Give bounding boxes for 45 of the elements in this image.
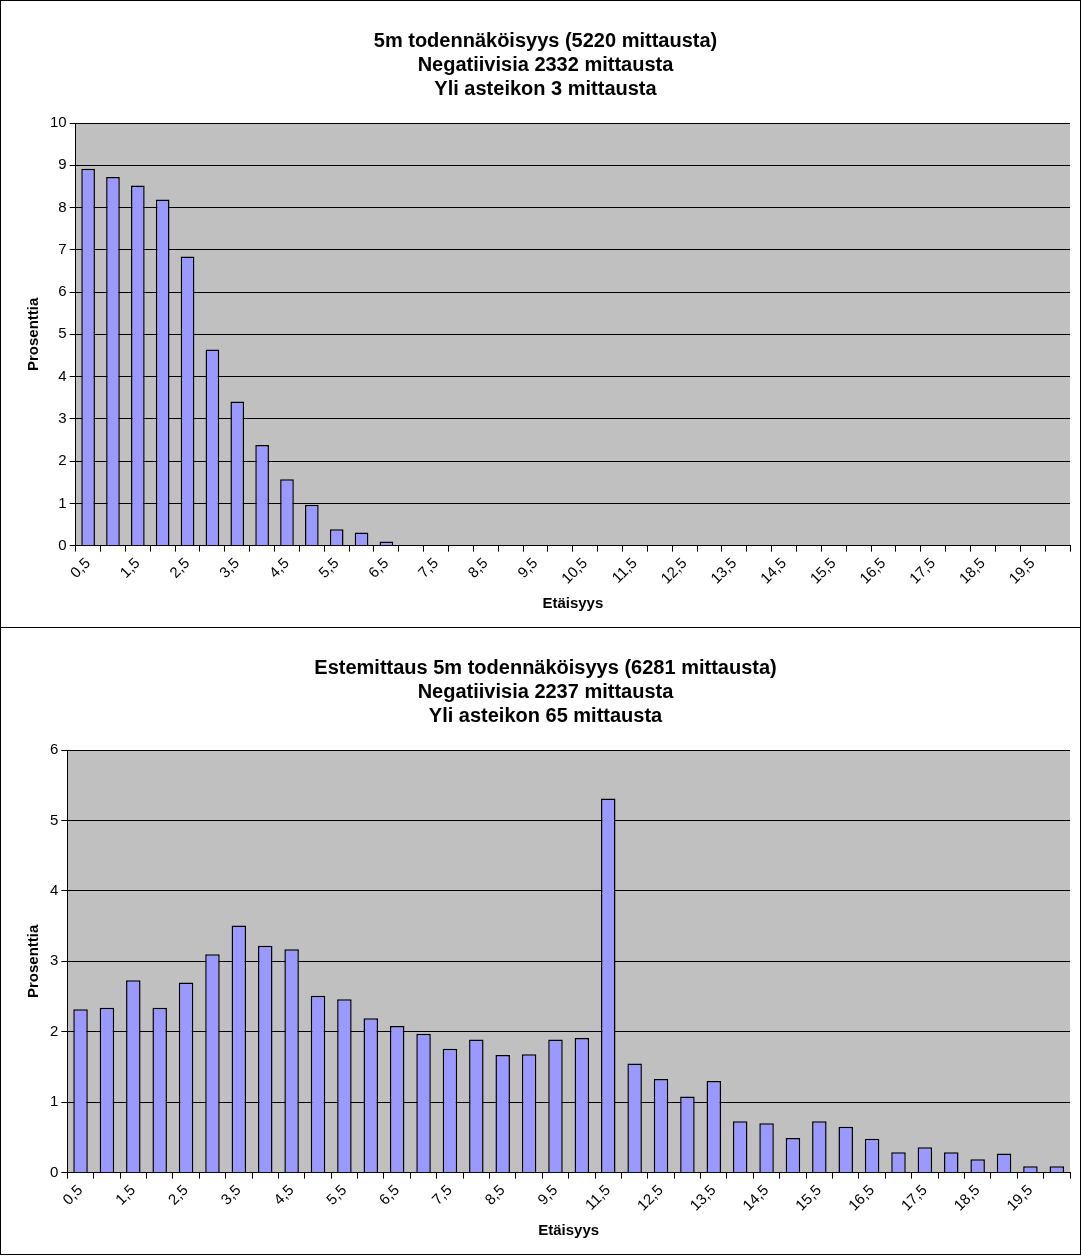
y-tick-label: 5 (50, 810, 59, 828)
y-tick-label: 8 (58, 197, 67, 215)
x-tick-label: 0,5 (66, 554, 94, 581)
y-tick-label: 9 (58, 155, 67, 173)
y-tick-label: 4 (58, 366, 67, 384)
x-tick-label: 1,5 (111, 1181, 139, 1208)
y-tick-label: 7 (58, 239, 67, 257)
x-tick-label: 5,5 (314, 554, 342, 581)
x-tick-label: 6,5 (375, 1181, 403, 1208)
x-tick-label: 4,5 (265, 554, 293, 581)
x-tick-label: 2,5 (164, 1181, 192, 1208)
x-tick-label: 6,5 (364, 554, 392, 581)
y-tick-label: 4 (50, 881, 59, 899)
y-tick-label: 2 (50, 1021, 59, 1039)
x-tick-label: 3,5 (217, 1181, 244, 1208)
x-tick-label: 0,5 (58, 1181, 86, 1208)
y-tick-label: 0 (50, 1162, 59, 1180)
y-axis-title: Prosenttia (24, 923, 42, 998)
y-tick-label: 5 (58, 324, 67, 342)
y-tick-label: 1 (58, 493, 67, 511)
x-tick-label: 9,5 (533, 1181, 561, 1208)
y-tick-label: 2 (58, 451, 67, 469)
y-tick-label: 3 (50, 951, 59, 969)
y-tick-label: 1 (50, 1092, 59, 1110)
x-tick-label: 8,5 (480, 1181, 508, 1208)
x-axis-title: Etäisyys (542, 594, 604, 612)
x-tick-label: 5,5 (322, 1181, 350, 1208)
y-axis-title: Prosenttia (24, 296, 42, 371)
x-tick-label: 4,5 (269, 1181, 297, 1208)
chart-title: 5m todennäköisyys (5220 mittausta) Negatiivisia 2332 mittausta Yli asteikon 3 mittausta (373, 28, 718, 99)
y-tick-label: 6 (50, 740, 59, 758)
x-axis-title: Etäisyys (538, 1221, 600, 1239)
y-tick-label: 10 (50, 113, 67, 131)
chart-title: Estemittaus 5m todennäköisyys (6281 mittausta) Negatiivisia 2237 mittausta Yli asteikon 65 mittausta (314, 655, 777, 726)
x-tick-label: 2,5 (165, 554, 193, 581)
x-tick-label: 11,5 (581, 1181, 614, 1213)
y-tick-label: 0 (58, 535, 67, 553)
x-tick-label: 3,5 (215, 554, 243, 581)
x-tick-label: 7,5 (428, 1181, 455, 1208)
x-tick-label: 8,5 (464, 554, 491, 581)
x-tick-label: 7,5 (414, 554, 442, 581)
y-tick-label: 6 (58, 282, 67, 300)
x-tick-label: 1,5 (116, 554, 143, 581)
y-tick-label: 3 (58, 408, 67, 426)
x-tick-label: 9,5 (513, 554, 541, 581)
